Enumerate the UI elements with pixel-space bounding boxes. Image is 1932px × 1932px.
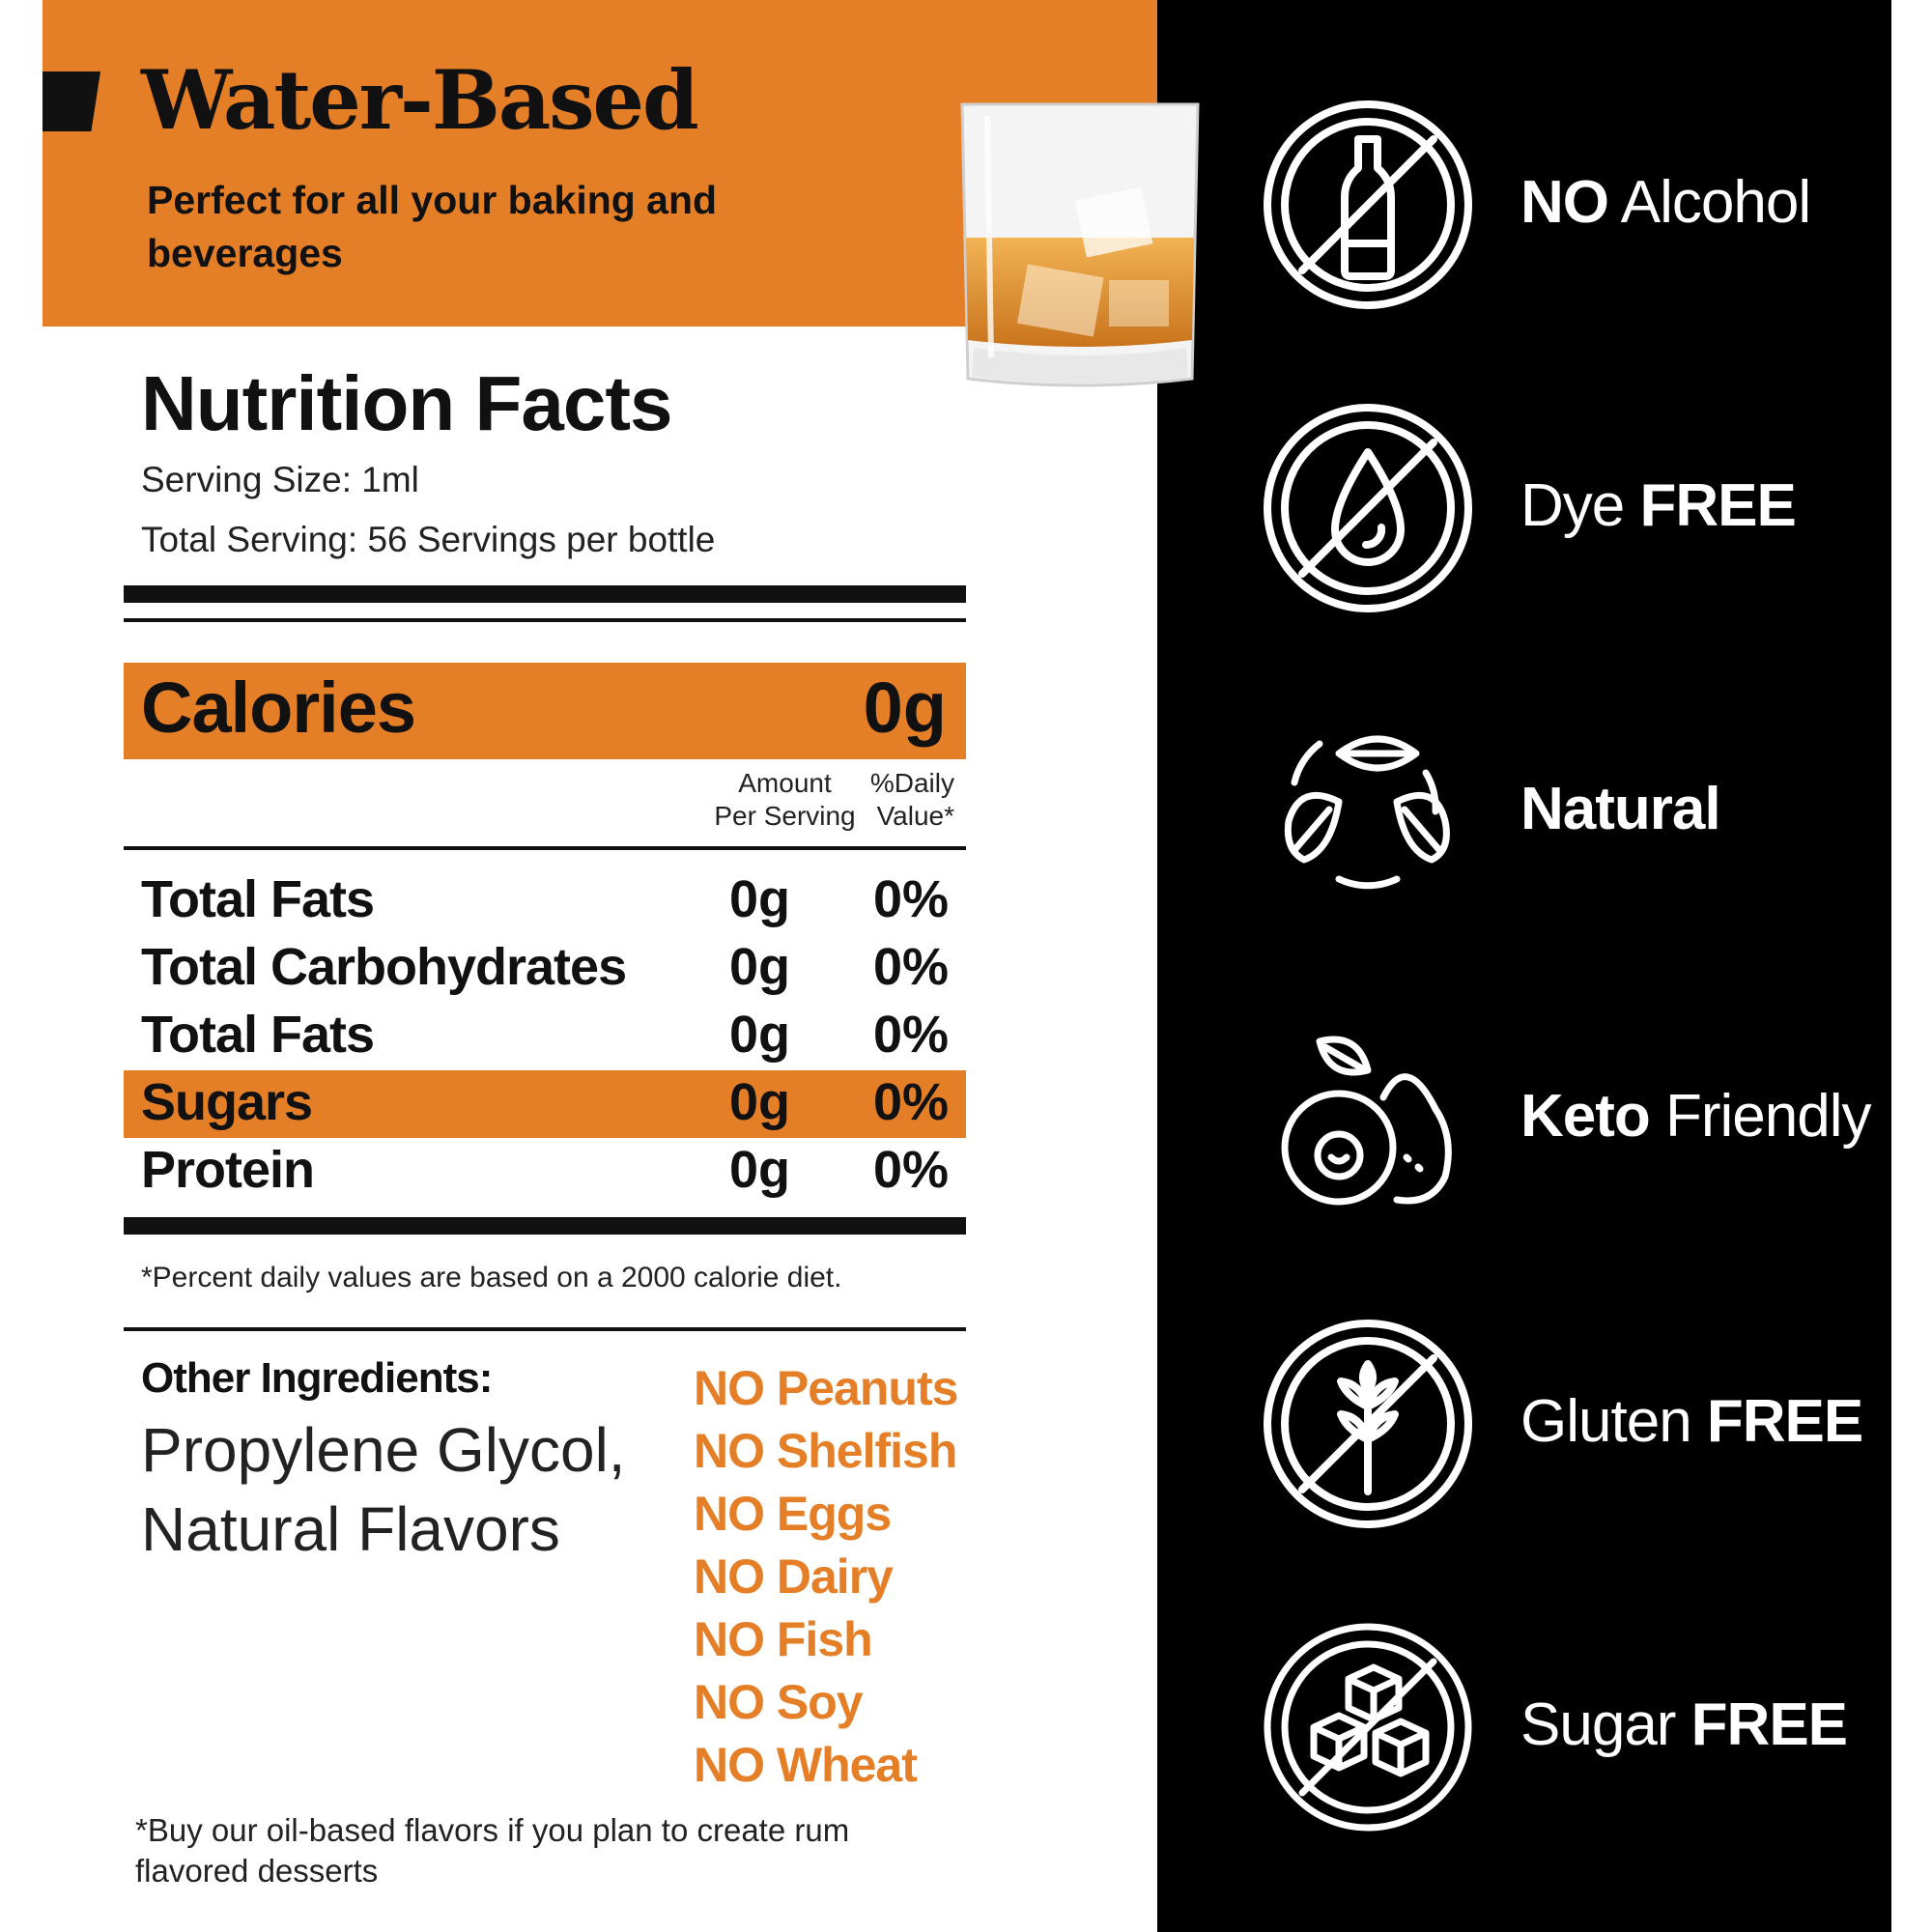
feature-sugar-free: Sugar FREE (1157, 1611, 1891, 1843)
total-serving: Total Serving: 56 Servings per bottle (141, 520, 716, 559)
page-title: Water-Based (141, 52, 699, 148)
ingredient-line: Propylene Glycol, (141, 1415, 626, 1485)
nutrient-daily-value: 0% (872, 870, 949, 928)
nutrient-amount: 0g (728, 870, 790, 928)
feature-label: Natural (1520, 776, 1721, 842)
ingredient-line: Natural Flavors (141, 1494, 560, 1564)
avocado-icon (1281, 1036, 1452, 1206)
allergen-item: NO Eggs (694, 1487, 892, 1541)
nutrient-name: Protein (141, 1141, 315, 1199)
allergen-item: NO Peanuts (694, 1361, 958, 1415)
allergen-item: NO Shelfish (694, 1424, 957, 1478)
sugar-free-icon (1264, 1623, 1472, 1832)
column-header-amount: Amount Per Serving (714, 768, 856, 831)
serving-size: Serving Size: 1ml (141, 460, 419, 499)
calories-value: 0g (863, 668, 947, 748)
natural-leaves-icon (1284, 735, 1450, 890)
nutrient-daily-value: 0% (872, 1073, 949, 1131)
whiskey-glass-image (960, 102, 1200, 387)
nutrient-row: Total Fats 0g 0% (124, 867, 966, 935)
dye-free-icon (1264, 404, 1472, 612)
other-ingredients-title: Other Ingredients: (141, 1354, 493, 1402)
nutrient-amount: 0g (728, 1073, 790, 1131)
nutrient-daily-value: 0% (872, 1006, 949, 1064)
feature-gluten-free: Gluten FREE (1157, 1308, 1891, 1540)
feature-label: Sugar FREE (1520, 1691, 1848, 1758)
feature-label: Keto Friendly (1520, 1083, 1872, 1150)
nutrient-daily-value: 0% (872, 1141, 949, 1199)
nutrient-row: Total Fats 0g 0% (124, 1003, 966, 1070)
feature-label: Dye FREE (1520, 472, 1797, 539)
header-flag-marker (43, 71, 100, 131)
column-header-daily-value: %Daily Value* (869, 768, 954, 831)
allergen-item: NO Wheat (694, 1738, 918, 1792)
oil-based-footnote: *Buy our oil-based flavors if you plan t… (135, 1812, 850, 1889)
divider-thin (124, 1327, 966, 1331)
page-subtitle: Perfect for all your baking and beverage… (147, 178, 718, 275)
features-panel (1157, 0, 1891, 1932)
nutrient-row: Protein 0g 0% (124, 1138, 966, 1206)
nutrition-facts-title: Nutrition Facts (141, 360, 672, 446)
no-alcohol-icon (1264, 100, 1472, 309)
calories-bar (124, 663, 966, 759)
nutrient-name: Total Carbohydrates (141, 938, 627, 996)
nutrient-row-highlighted: Sugars 0g 0% (124, 1070, 966, 1138)
feature-natural: Natural (1157, 696, 1891, 927)
allergen-item: NO Fish (694, 1612, 873, 1666)
nutrient-name: Total Fats (141, 870, 375, 928)
gluten-free-icon (1264, 1320, 1472, 1528)
feature-label: Gluten FREE (1520, 1388, 1863, 1455)
daily-value-footnote: *Percent daily values are based on a 200… (141, 1262, 842, 1293)
nutrient-amount: 0g (728, 938, 790, 996)
nutrient-row: Total Carbohydrates 0g 0% (124, 935, 966, 1003)
divider-thick (124, 585, 966, 603)
divider-thick (124, 1217, 966, 1235)
feature-no-alcohol: NO Alcohol (1157, 89, 1891, 321)
divider-thin (124, 618, 966, 622)
nutrient-amount: 0g (728, 1141, 790, 1199)
calories-label: Calories (141, 668, 416, 748)
divider-thin (124, 846, 966, 850)
feature-dye-free: Dye FREE (1157, 392, 1891, 624)
feature-label: NO Alcohol (1520, 169, 1811, 236)
nutrient-amount: 0g (728, 1006, 790, 1064)
nutrient-name: Sugars (141, 1073, 313, 1131)
nutrient-name: Total Fats (141, 1006, 375, 1064)
feature-keto-friendly: Keto Friendly (1157, 1003, 1891, 1235)
nutrient-daily-value: 0% (872, 938, 949, 996)
allergen-item: NO Dairy (694, 1549, 894, 1604)
allergen-item: NO Soy (694, 1675, 864, 1729)
